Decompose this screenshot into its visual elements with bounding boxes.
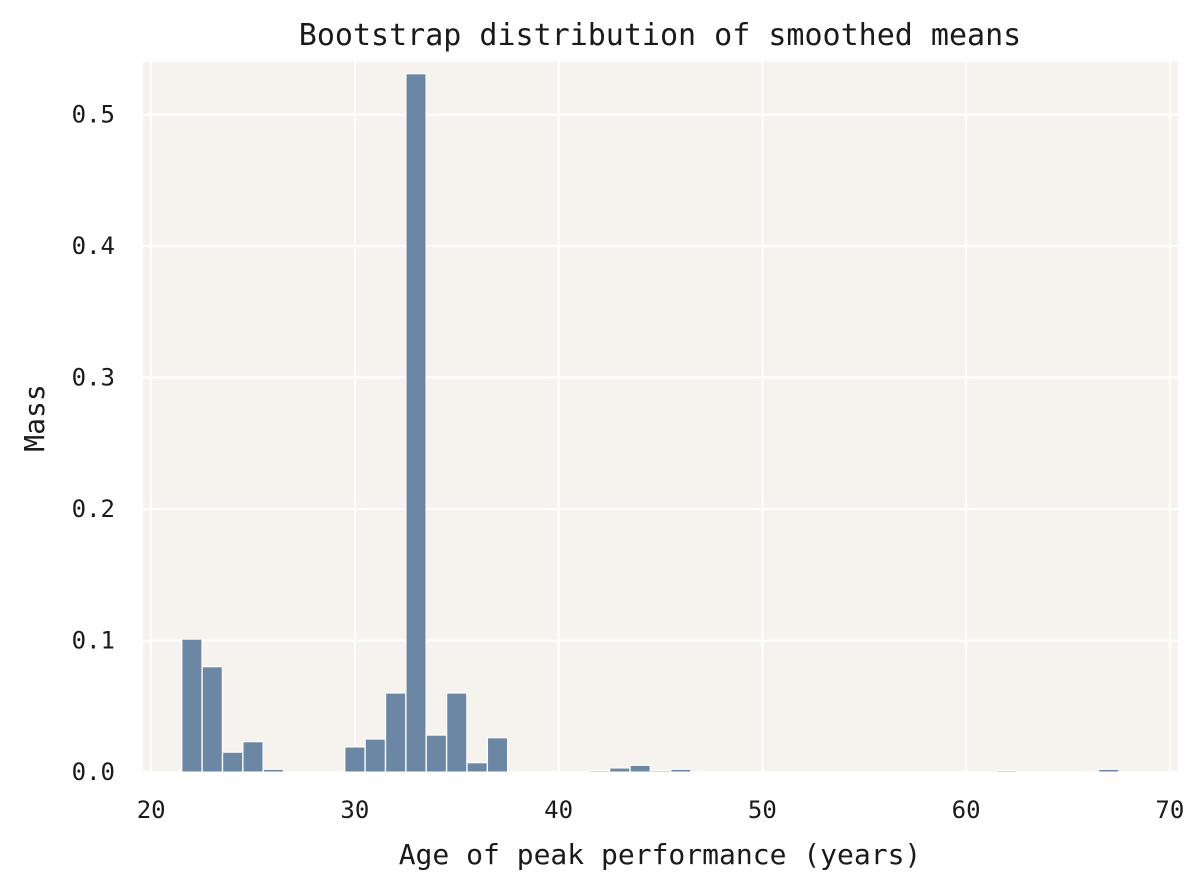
- histogram-bar: [201, 666, 223, 773]
- x-tick-label: 50: [748, 796, 777, 824]
- histogram-bar: [181, 638, 203, 773]
- histogram-bar: [466, 762, 488, 773]
- histogram-bar: [405, 73, 427, 773]
- y-tick-label: 0.2: [72, 495, 115, 523]
- histogram-bar: [670, 768, 692, 773]
- histogram-bar: [425, 734, 447, 773]
- y-tick-label: 0.1: [72, 627, 115, 655]
- histogram-bar: [609, 767, 631, 773]
- grid: [143, 62, 1178, 773]
- chart-title: Bootstrap distribution of smoothed means: [299, 18, 1021, 53]
- plot-area: [143, 62, 1178, 772]
- x-axis-ticks: 20 30 40 50 60 70: [137, 796, 1185, 824]
- x-tick-label: 30: [340, 796, 369, 824]
- x-tick-label: 20: [137, 796, 166, 824]
- x-tick-label: 40: [544, 796, 573, 824]
- histogram-bar: [242, 741, 264, 773]
- y-tick-label: 0.0: [72, 758, 115, 786]
- histogram-bar: [222, 751, 244, 773]
- y-axis-ticks: 0.0 0.1 0.2 0.3 0.4 0.5: [72, 101, 115, 786]
- histogram-bar: [262, 768, 284, 773]
- x-tick-label: 60: [952, 796, 981, 824]
- histogram-bar: [1098, 768, 1120, 773]
- histogram-bar: [487, 737, 508, 773]
- histogram-bar: [364, 738, 386, 773]
- y-tick-label: 0.5: [72, 101, 115, 129]
- y-tick-label: 0.3: [72, 364, 115, 392]
- histogram-bar: [629, 764, 651, 773]
- y-tick-label: 0.4: [72, 232, 115, 260]
- histogram-bar: [650, 770, 671, 773]
- x-axis-label: Age of peak performance (years): [399, 838, 922, 871]
- histogram-bar: [385, 692, 407, 773]
- histogram-bar: [344, 746, 366, 773]
- histogram-bar: [446, 692, 468, 773]
- histogram-bar: [996, 770, 1018, 773]
- bars: [181, 73, 1120, 773]
- histogram-bar: [588, 770, 610, 773]
- y-axis-label: Mass: [18, 384, 51, 451]
- x-tick-label: 70: [1155, 796, 1184, 824]
